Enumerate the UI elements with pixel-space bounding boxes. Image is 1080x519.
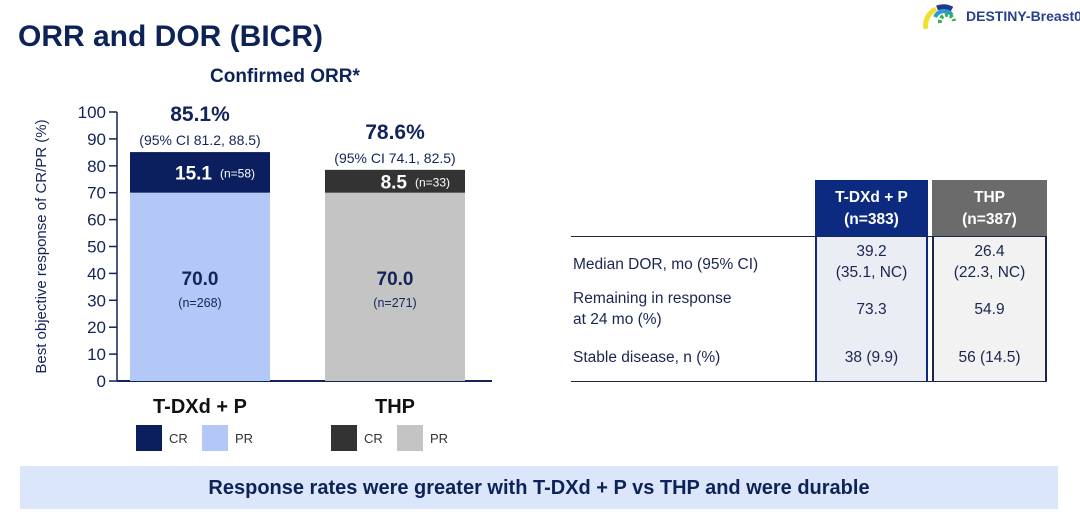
bar-pr-segment [325,192,465,381]
arc-logo-icon [923,4,956,29]
cell-ci: (22.3, NC) [953,264,1026,281]
legend-swatch [331,425,357,451]
column-header-line: T-DXd + P [835,188,908,206]
cell-stable-tdxd: 38 (9.9) [844,349,899,366]
pr-value-label: 70.0 [377,269,414,290]
cell-median-dor-thp: 26.4 (22.3, NC) [932,241,1047,283]
x-category-label: THP [375,396,415,418]
column-header-tdxd-p: T-DXd + P (n=383) [815,180,928,237]
legend-swatch [136,425,162,451]
y-tick-label: 0 [97,372,106,391]
y-tick-label: 50 [87,238,106,257]
orr-total-label: 78.6% [365,121,425,144]
bar-pr-segment [130,192,270,381]
header-rule [571,236,1047,237]
cell-value: 26.4 [974,243,1005,260]
row-label-line: at 24 mo (%) [573,311,662,328]
cr-n-label: (n=58) [220,166,255,180]
dor-table: T-DXd + P (n=383) THP (n=387) Median DOR… [571,180,1047,382]
column-tdxd-p [815,237,928,381]
cr-n-label: (n=33) [415,175,450,189]
legend-swatch [397,425,423,451]
legend-label: CR [364,431,383,446]
cell-ci: (35.1, NC) [835,264,908,281]
bottom-rule [571,381,1047,382]
cell-remaining-thp: 54.9 [974,301,1005,318]
pr-n-label: (n=268) [178,296,221,310]
destiny-breast09-logo: DESTINY-Breast09 [922,3,1080,29]
y-tick-label: 40 [87,264,106,283]
cr-value-label: 8.5 [381,172,408,193]
y-axis-label: Best objective response of CR/PR (%) [33,119,50,373]
chart-title: Confirmed ORR* [210,66,360,87]
cell-stable-thp: 56 (14.5) [958,349,1021,366]
y-tick-label: 100 [78,103,106,122]
logo-text: DESTINY-Breast09 [966,8,1080,24]
column-header-line: THP [974,188,1005,206]
pr-value-label: 70.0 [182,269,219,290]
column-header-n: (n=383) [844,210,899,228]
column-header-n: (n=387) [962,210,1017,228]
legend-label: PR [430,431,448,446]
legend-label: CR [169,431,188,446]
y-tick-label: 20 [87,318,106,337]
x-category-label: T-DXd + P [153,396,247,418]
legend-label: PR [235,431,253,446]
page-title: ORR and DOR (BICR) [18,20,323,53]
ci-label: (95% CI 81.2, 88.5) [139,132,260,148]
y-tick-label: 90 [87,130,106,149]
column-thp [932,237,1047,381]
row-label-line: Remaining in response [573,290,732,307]
cr-value-label: 15.1 [175,163,212,184]
orr-bar-chart: Best objective response of CR/PR (%) 0 10 2… [33,103,492,451]
bar-cr-segment [325,169,465,193]
ci-label: (95% CI 74.1, 82.5) [334,150,455,166]
row-label-stable-disease: Stable disease, n (%) [573,349,721,366]
cell-remaining-tdxd: 73.3 [856,301,887,318]
row-label-remaining-response: Remaining in response at 24 mo (%) [573,288,809,330]
y-tick-label: 80 [87,157,106,176]
y-tick-label: 10 [87,345,106,364]
orr-total-label: 85.1% [170,103,230,126]
y-tick-label: 70 [87,184,106,203]
cell-median-dor-tdxd: 39.2 (35.1, NC) [815,241,928,283]
row-label-median-dor: Median DOR, mo (95% CI) [573,256,759,273]
y-tick-label: 30 [87,291,106,310]
legend-swatch [202,425,228,451]
y-tick-label: 60 [87,211,106,230]
column-header-thp: THP (n=387) [932,180,1047,237]
bar-cr-segment [130,152,270,193]
pr-n-label: (n=271) [373,296,416,310]
key-message-banner: Response rates were greater with T-DXd +… [20,466,1058,509]
cell-value: 39.2 [856,243,887,260]
